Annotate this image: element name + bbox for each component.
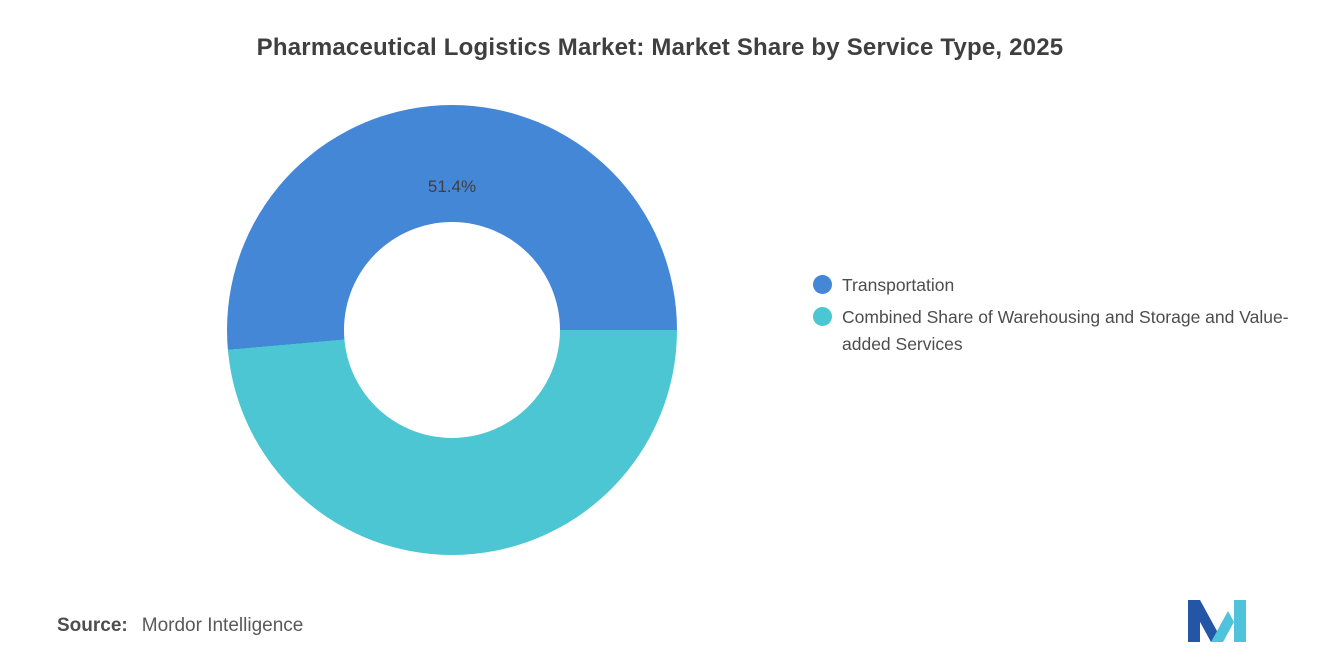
legend-item-warehousing: Combined Share of Warehousing and Storag… [813, 304, 1313, 358]
donut-hole [344, 222, 560, 438]
source-line: Source: Mordor Intelligence [57, 615, 303, 637]
logo-light-path [1211, 611, 1234, 642]
legend-swatch [813, 307, 832, 327]
legend-label: Transportation [842, 275, 955, 295]
chart-legend: Transportation Combined Share of Warehou… [813, 272, 1313, 363]
donut-chart: 51.4% [227, 105, 677, 555]
mordor-intelligence-logo [1188, 600, 1246, 642]
legend-label: Combined Share of Warehousing and Storag… [842, 307, 1289, 355]
legend-swatch [813, 275, 832, 294]
source-value: Mordor Intelligence [141, 615, 304, 636]
legend-item-transportation: Transportation [813, 272, 1313, 299]
chart-title: Pharmaceutical Logistics Market: Market … [256, 34, 1064, 61]
slice-data-label: 51.4% [427, 177, 477, 196]
logo-light-path [1234, 600, 1246, 642]
source-label: Source: [57, 615, 128, 636]
logo-dark-path [1188, 600, 1223, 642]
